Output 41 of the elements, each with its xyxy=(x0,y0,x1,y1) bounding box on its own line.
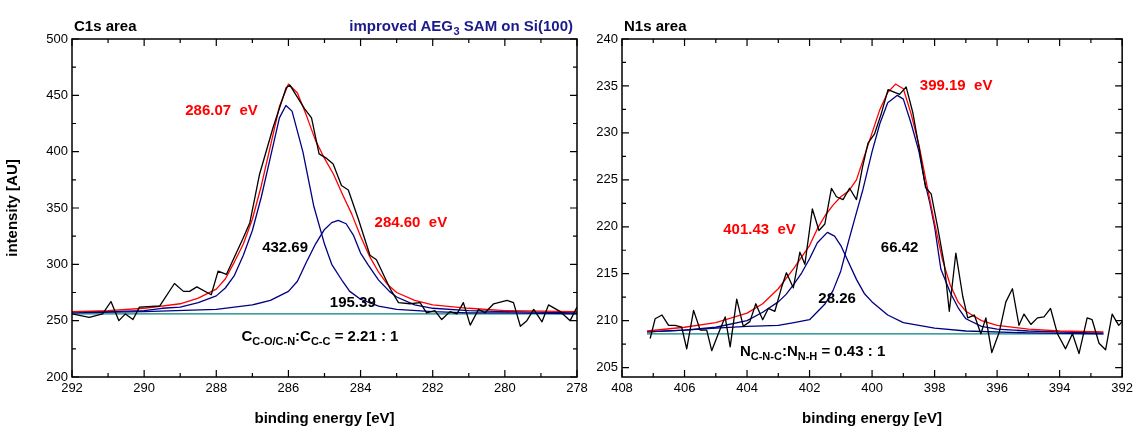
y-tick-label: 205 xyxy=(596,359,618,375)
x-tick-label: 282 xyxy=(421,380,444,396)
x-tick-label: 392 xyxy=(1111,380,1134,396)
y-tick-label: 220 xyxy=(596,218,618,234)
y-tick-label: 225 xyxy=(596,171,618,187)
annotation: 399.19 eV xyxy=(919,76,993,94)
x-tick-label: 408 xyxy=(611,380,633,396)
y-tick-label: 350 xyxy=(46,199,68,215)
y-tick-label: 230 xyxy=(596,124,618,140)
y-tick-label: 250 xyxy=(46,312,68,328)
x-tick-label: 402 xyxy=(798,380,821,396)
x-tick-label: 286 xyxy=(277,380,300,396)
x-tick-label: 280 xyxy=(494,380,516,396)
x-axis-title: binding energy [eV] xyxy=(802,409,943,427)
annotation: 284.60 eV xyxy=(374,213,448,231)
y-tick-label: 400 xyxy=(46,143,68,159)
chart-title: N1s area xyxy=(624,17,688,35)
chart-title: C1s area xyxy=(74,17,138,35)
x-tick-label: 396 xyxy=(986,380,1008,396)
x-tick-label: 398 xyxy=(923,380,946,396)
y-tick-label: 210 xyxy=(596,312,618,328)
x-tick-label: 284 xyxy=(349,380,372,396)
x-tick-label: 278 xyxy=(566,380,588,396)
annotation: 66.42 xyxy=(880,238,919,256)
y-tick-label: 450 xyxy=(46,86,68,102)
y-tick-label: 500 xyxy=(46,30,68,46)
x-tick-label: 290 xyxy=(133,380,155,396)
x-tick-label: 406 xyxy=(673,380,696,396)
y-tick-label: 240 xyxy=(596,30,618,46)
y-tick-label: 235 xyxy=(596,77,618,93)
y-tick-label: 300 xyxy=(46,255,68,271)
y-tick-label: 215 xyxy=(596,265,618,281)
annotation: 401.43 eV xyxy=(723,220,796,238)
x-tick-label: 288 xyxy=(205,380,228,396)
annotation: 286.07 eV xyxy=(185,101,258,119)
x-tick-label: 400 xyxy=(861,380,883,396)
y-axis-title: intensity [AU] xyxy=(3,159,21,257)
x-tick-label: 394 xyxy=(1048,380,1071,396)
x-tick-label: 404 xyxy=(736,380,758,396)
annotation: 432.69 xyxy=(262,238,309,256)
x-axis-title: binding energy [eV] xyxy=(254,409,395,427)
